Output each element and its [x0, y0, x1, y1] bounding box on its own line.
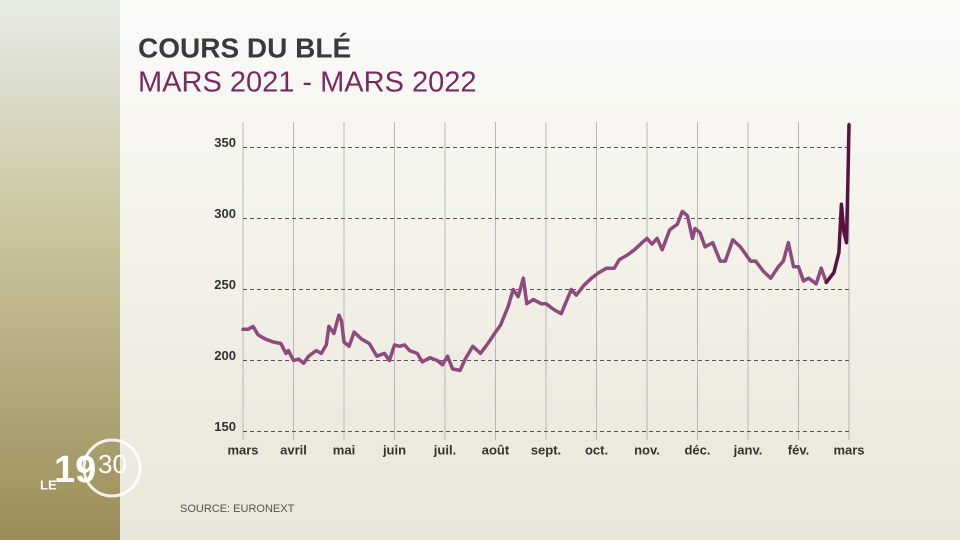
price-line	[824, 123, 851, 285]
y-tick-label: 150	[214, 419, 236, 434]
x-tick-label: déc.	[684, 442, 710, 457]
x-tick-label: août	[482, 442, 510, 457]
x-tick-label: mai	[333, 442, 355, 457]
logo-hour: 19	[54, 449, 96, 491]
x-tick-label: avril	[280, 442, 307, 457]
y-tick-label: 200	[214, 348, 236, 363]
chart-title: COURS DU BLÉ	[138, 32, 351, 63]
plot-area: mars avril mai juin juil. août sept. oct. nov. dé…	[214, 122, 865, 457]
logo-minute: 30	[98, 449, 127, 479]
chart-subtitle: MARS 2021 - MARS 2022	[138, 67, 476, 99]
y-tick-label: 350	[214, 135, 236, 150]
y-tick-label: 300	[214, 206, 236, 221]
x-tick-label: juil.	[433, 442, 456, 457]
x-tick-label: mars	[833, 442, 864, 457]
x-tick-label: sept.	[531, 442, 561, 457]
x-tick-label: janv.	[733, 442, 763, 457]
x-tick-label: fév.	[788, 442, 809, 457]
x-tick-label: oct.	[585, 442, 608, 457]
logo-ring	[82, 438, 142, 498]
x-tick-label: juin	[382, 442, 406, 457]
x-tick-label: mars	[227, 442, 258, 457]
y-tick-label: 250	[214, 277, 236, 292]
logo: LE 19 30	[40, 438, 142, 498]
price-line	[241, 209, 829, 373]
source-note: SOURCE: EURONEXT	[180, 503, 295, 515]
x-tick-label: nov.	[634, 442, 660, 457]
logo-prefix: LE	[40, 477, 57, 492]
